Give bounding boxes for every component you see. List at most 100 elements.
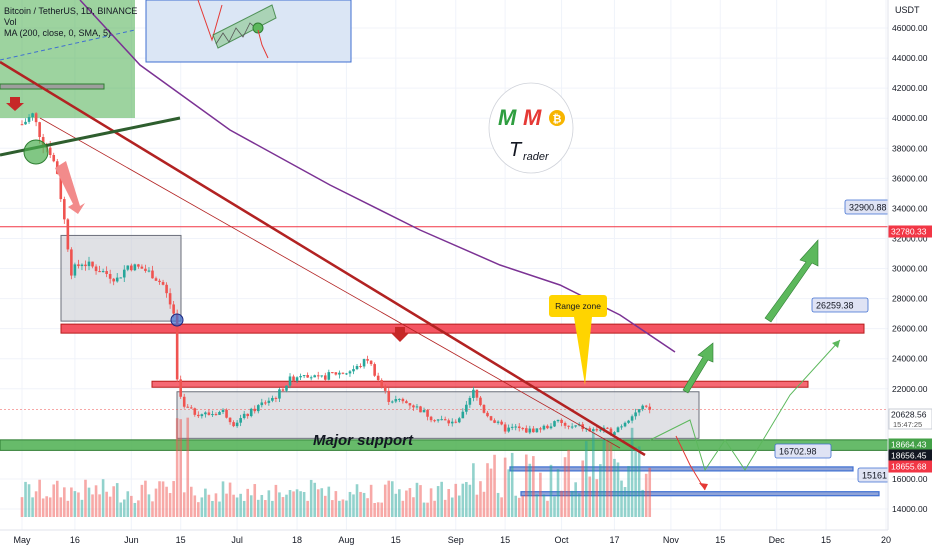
volume-bar <box>59 497 63 517</box>
volume-bar <box>285 494 288 517</box>
pattern-thumbnail <box>145 0 352 63</box>
candle-body <box>168 293 172 305</box>
volume-bar <box>66 500 70 517</box>
x-tick-label: Jul <box>231 535 243 545</box>
volume-bar <box>24 481 27 517</box>
volume-bar <box>362 492 366 517</box>
volume-bar <box>34 491 38 517</box>
candle-body <box>532 428 535 433</box>
candle-body <box>567 425 570 427</box>
volume-bar <box>510 452 514 517</box>
candle-body <box>616 427 620 433</box>
candle-body <box>359 366 362 368</box>
volume-bar <box>165 486 168 517</box>
target-label-text: 26259.38 <box>816 301 854 311</box>
target-label-text: 16702.98 <box>779 447 817 457</box>
major-support-label: Major support <box>313 432 413 449</box>
price-badge-text: 20628.56 <box>891 410 927 420</box>
candle-body <box>151 270 154 279</box>
candle-body <box>274 397 278 399</box>
volume-bar <box>256 499 260 517</box>
volume-bar <box>306 500 309 517</box>
candle-body <box>34 113 38 123</box>
candle-body <box>316 375 320 377</box>
volume-bar <box>207 494 211 517</box>
volume-bar <box>634 447 637 517</box>
volume-bar <box>84 479 87 517</box>
candle-body <box>436 419 440 421</box>
candle-body <box>521 428 525 430</box>
candle-body <box>63 199 66 220</box>
candle-body <box>246 413 249 417</box>
x-tick-label: 15 <box>821 535 831 545</box>
candle-body <box>630 416 634 421</box>
down-projection-arrow-icon <box>55 161 85 214</box>
candle-body <box>440 419 443 421</box>
volume-bar <box>563 457 567 517</box>
candle-body <box>197 414 200 417</box>
y-tick-label: 28000.00 <box>892 294 928 304</box>
volume-bar <box>239 493 242 517</box>
range-zone-label: Range zone <box>555 301 601 311</box>
volume-bar <box>383 484 387 517</box>
price-badge-text: 18664.43 <box>891 440 927 450</box>
volume-bar <box>542 494 546 517</box>
volume-bar <box>211 500 214 517</box>
volume-bar <box>41 498 45 517</box>
candle-body <box>517 426 521 429</box>
candle-body <box>108 274 112 279</box>
candle-body <box>264 402 267 404</box>
price-badge <box>888 225 932 238</box>
volume-bar <box>91 494 94 517</box>
volume-bar <box>348 491 352 517</box>
candle-body <box>260 402 264 406</box>
volume-bar <box>151 501 154 517</box>
volume-bar <box>595 479 599 517</box>
volume-bar <box>581 460 585 517</box>
range-zone-callout[interactable]: Range zone <box>549 295 607 317</box>
candle-body <box>211 414 214 416</box>
volume-bar <box>345 500 348 517</box>
candle-body <box>239 418 242 423</box>
y-tick-label: 24000.00 <box>892 354 928 364</box>
descending-trendline-thin <box>39 117 621 449</box>
volume-bar <box>235 497 239 517</box>
y-tick-label: 36000.00 <box>892 173 928 183</box>
volume-bar <box>482 491 486 517</box>
candle-body <box>419 406 422 413</box>
candle-body <box>105 271 108 275</box>
candle-body <box>507 427 510 432</box>
candle-body <box>281 389 285 391</box>
target-label-box <box>857 467 888 483</box>
candle-body <box>207 412 211 415</box>
time-axis-bg <box>0 530 888 550</box>
volume-bar <box>567 449 570 517</box>
x-tick-label: 15 <box>391 535 401 545</box>
volume-bar <box>172 481 175 517</box>
volume-bar <box>457 495 461 517</box>
volume-bar <box>267 490 271 517</box>
candle-body <box>574 425 577 427</box>
range-zone-pointer <box>574 317 592 385</box>
candle-body <box>84 264 87 267</box>
logo-trader: rader <box>523 151 550 163</box>
candle-body <box>323 375 327 380</box>
candle-body <box>627 420 630 423</box>
logo-m-red: M <box>523 105 542 130</box>
candle-body <box>186 406 190 408</box>
volume-bar <box>331 500 334 517</box>
volume-bar <box>630 427 634 517</box>
volume-bar <box>63 487 66 517</box>
candle-body <box>606 427 609 429</box>
candle-body <box>422 410 426 413</box>
target-label-box <box>774 443 832 459</box>
candle-body <box>253 408 257 412</box>
volume-bar <box>70 487 73 517</box>
candle-body <box>327 372 331 380</box>
volume-bar <box>648 467 652 517</box>
candle-body <box>73 264 77 276</box>
volume-bar <box>225 493 228 517</box>
candle-body <box>147 270 151 272</box>
volume-bar <box>38 479 41 517</box>
